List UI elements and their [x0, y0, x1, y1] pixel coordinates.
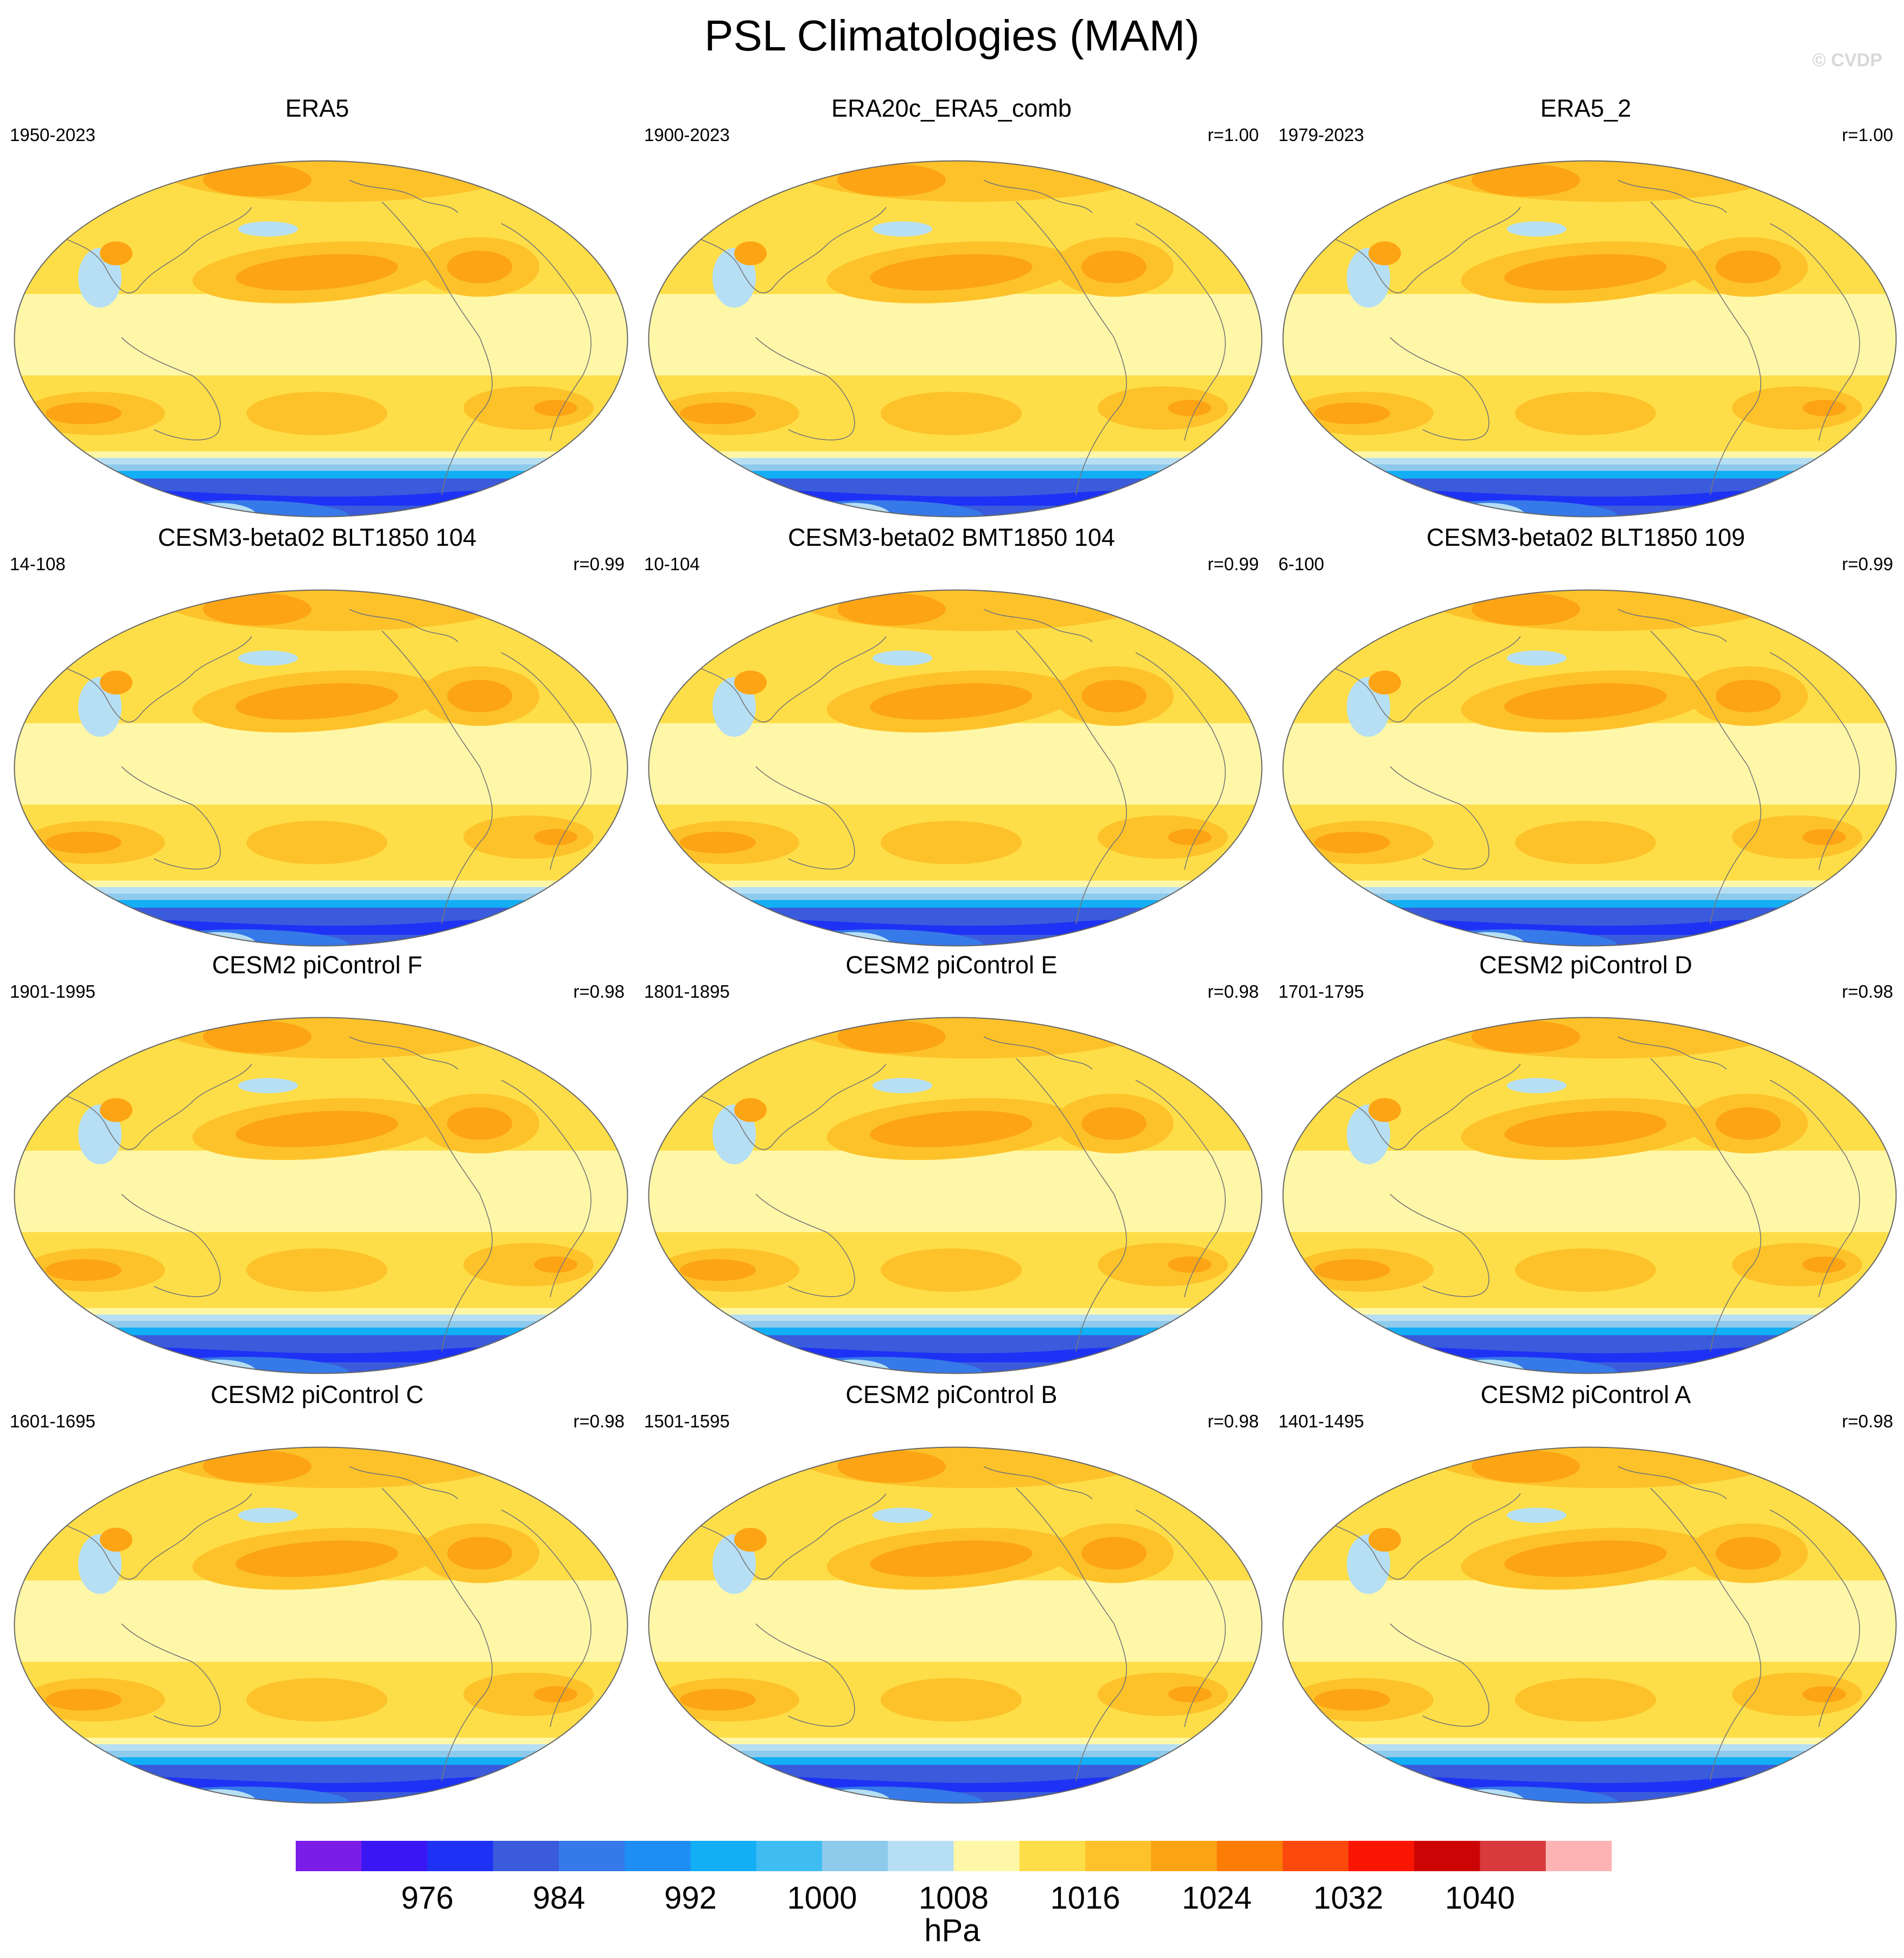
map-panel: CESM2 piControl B 1501-1595 r=0.98	[634, 1380, 1269, 1808]
panel-correlation: r=0.99	[1842, 554, 1894, 574]
panel-title: CESM2 piControl F	[212, 951, 423, 979]
panel-title: ERA20c_ERA5_comb	[831, 94, 1072, 122]
panel-title: CESM2 piControl C	[211, 1381, 424, 1408]
map-panel: ERA5 1950-2023	[0, 93, 634, 522]
panel-years: 1950-2023	[10, 125, 95, 145]
panel-title: ERA5	[285, 94, 349, 122]
panel-correlation: r=0.98	[1842, 981, 1894, 1002]
watermark: © CVDP	[1812, 50, 1882, 71]
panel-correlation: r=0.98	[573, 981, 625, 1002]
panel-years: 1979-2023	[1278, 125, 1364, 145]
map-panel: CESM3-beta02 BLT1850 104 14-108 r=0.99	[0, 522, 634, 951]
panel-correlation: r=0.98	[1207, 1411, 1259, 1431]
map-panel: CESM2 piControl C 1601-1695 r=0.98	[0, 1380, 634, 1808]
panel-title: CESM3-beta02 BLT1850 109	[1426, 524, 1746, 551]
panel-years: 1401-1495	[1278, 1411, 1364, 1431]
psl-map	[14, 589, 628, 947]
panel-title: CESM3-beta02 BMT1850 104	[788, 524, 1115, 551]
psl-map	[648, 160, 1263, 518]
panel-years: 1901-1995	[10, 981, 95, 1002]
panel-years: 14-108	[10, 554, 66, 574]
psl-map	[648, 1017, 1263, 1374]
map-panel: ERA5_2 1979-2023 r=1.00	[1269, 93, 1903, 522]
panel-correlation: r=1.00	[1842, 125, 1894, 145]
map-panel: CESM2 piControl E 1801-1895 r=0.98	[634, 950, 1269, 1379]
panel-correlation: r=0.98	[1842, 1411, 1894, 1431]
panel-title: CESM3-beta02 BLT1850 104	[157, 524, 477, 551]
panel-title: CESM2 piControl A	[1480, 1381, 1691, 1408]
psl-map	[648, 1446, 1263, 1804]
panel-correlation: r=0.99	[1207, 554, 1259, 574]
panel-title: CESM2 piControl D	[1479, 951, 1692, 979]
panel-years: 1900-2023	[644, 125, 730, 145]
psl-map	[14, 1446, 628, 1804]
psl-map	[648, 589, 1263, 947]
map-panel: CESM3-beta02 BLT1850 109 6-100 r=0.99	[1269, 522, 1903, 951]
panel-title: CESM2 piControl E	[845, 951, 1058, 979]
panel-years: 1601-1695	[10, 1411, 95, 1431]
map-panel: CESM2 piControl A 1401-1495 r=0.98	[1269, 1380, 1903, 1808]
panel-years: 1801-1895	[644, 981, 730, 1002]
panel-years: 1701-1795	[1278, 981, 1364, 1002]
panel-years: 10-104	[644, 554, 700, 574]
psl-map	[14, 1017, 628, 1374]
panel-correlation: r=1.00	[1207, 125, 1259, 145]
map-panel: CESM3-beta02 BMT1850 104 10-104 r=0.99	[634, 522, 1269, 951]
psl-map	[1282, 589, 1897, 947]
panel-correlation: r=0.99	[573, 554, 625, 574]
panel-years: 1501-1595	[644, 1411, 730, 1431]
panel-correlation: r=0.98	[573, 1411, 625, 1431]
psl-map	[1282, 160, 1897, 518]
map-panel: CESM2 piControl D 1701-1795 r=0.98	[1269, 950, 1903, 1379]
page-title: PSL Climatologies (MAM)	[704, 11, 1200, 60]
map-panel: ERA20c_ERA5_comb 1900-2023 r=1.00	[634, 93, 1269, 522]
map-panel: CESM2 piControl F 1901-1995 r=0.98	[0, 950, 634, 1379]
panel-years: 6-100	[1278, 554, 1324, 574]
psl-map	[14, 160, 628, 518]
panel-title: ERA5_2	[1540, 94, 1632, 122]
panel-correlation: r=0.98	[1207, 981, 1259, 1002]
psl-map	[1282, 1446, 1897, 1804]
panel-title: CESM2 piControl B	[845, 1381, 1058, 1408]
psl-map	[1282, 1017, 1897, 1374]
